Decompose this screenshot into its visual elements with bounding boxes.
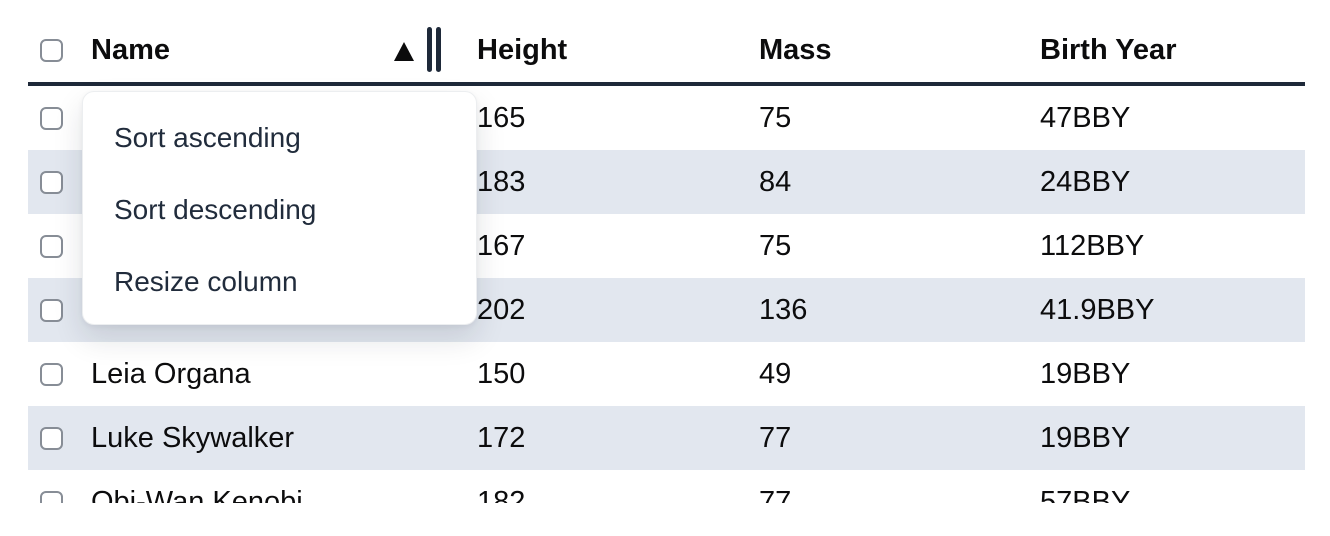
row-checkbox-cell <box>28 362 80 386</box>
mass-cell: 75 <box>759 101 792 134</box>
row-checkbox-cell <box>28 298 80 322</box>
name-cell: Luke Skywalker <box>91 421 295 454</box>
mass-cell: 49 <box>759 357 792 390</box>
row-checkbox[interactable] <box>40 426 63 450</box>
row-checkbox-cell <box>28 106 80 130</box>
row-checkbox[interactable] <box>40 362 63 386</box>
height-cell: 150 <box>477 357 526 390</box>
mass-cell: 84 <box>759 165 792 198</box>
row-checkbox[interactable] <box>40 106 63 130</box>
column-header-name[interactable]: Name <box>91 34 170 66</box>
row-checkbox-cell <box>28 234 80 258</box>
mass-cell: 77 <box>759 421 792 454</box>
mass-cell: 136 <box>759 293 808 326</box>
select-all-cell <box>28 39 80 62</box>
row-checkbox[interactable] <box>40 234 63 258</box>
mass-cell: 75 <box>759 229 792 262</box>
menu-item-sort-descending[interactable]: Sort descending <box>114 194 317 225</box>
menu-item-resize-column[interactable]: Resize column <box>114 266 298 297</box>
column-header-birth-year[interactable]: Birth Year <box>1040 34 1177 66</box>
birth-year-cell: 19BBY <box>1040 421 1131 454</box>
height-cell: 202 <box>477 293 526 326</box>
name-cell: Leia Organa <box>91 357 251 390</box>
height-cell: 172 <box>477 421 526 454</box>
birth-year-cell: 57BBY <box>1040 485 1131 504</box>
birth-year-cell: 24BBY <box>1040 165 1131 198</box>
birth-year-cell: 47BBY <box>1040 101 1131 134</box>
resize-bar-icon <box>427 27 432 72</box>
row-checkbox-cell <box>28 426 80 450</box>
table-row: Obi-Wan Kenobi 182 77 57BBY <box>28 470 1305 503</box>
table-row: Luke Skywalker 172 77 19BBY <box>28 406 1305 470</box>
column-resize-handle[interactable] <box>427 27 441 72</box>
resize-bar-icon <box>436 27 441 72</box>
row-checkbox-cell <box>28 490 80 503</box>
birth-year-cell: 19BBY <box>1040 357 1131 390</box>
row-checkbox-cell <box>28 170 80 194</box>
height-cell: 167 <box>477 229 526 262</box>
column-header-mass[interactable]: Mass <box>759 34 832 66</box>
birth-year-cell: 112BBY <box>1040 229 1145 262</box>
column-context-menu: Sort ascending Sort descending Resize co… <box>82 91 477 325</box>
select-all-checkbox[interactable] <box>40 39 63 62</box>
name-cell: Obi-Wan Kenobi <box>91 485 303 504</box>
height-cell: 182 <box>477 485 526 504</box>
row-checkbox[interactable] <box>40 298 63 322</box>
height-cell: 183 <box>477 165 526 198</box>
row-checkbox[interactable] <box>40 170 63 194</box>
column-header-height[interactable]: Height <box>477 34 568 66</box>
mass-cell: 77 <box>759 485 792 504</box>
height-cell: 165 <box>477 101 526 134</box>
table-row: Leia Organa 150 49 19BBY <box>28 342 1305 406</box>
row-checkbox[interactable] <box>40 490 63 503</box>
sort-ascending-icon <box>394 42 414 61</box>
table-header-row: Name Height Mass Birth Year <box>28 0 1305 86</box>
menu-item-sort-ascending[interactable]: Sort ascending <box>114 122 301 153</box>
birth-year-cell: 41.9BBY <box>1040 293 1155 326</box>
